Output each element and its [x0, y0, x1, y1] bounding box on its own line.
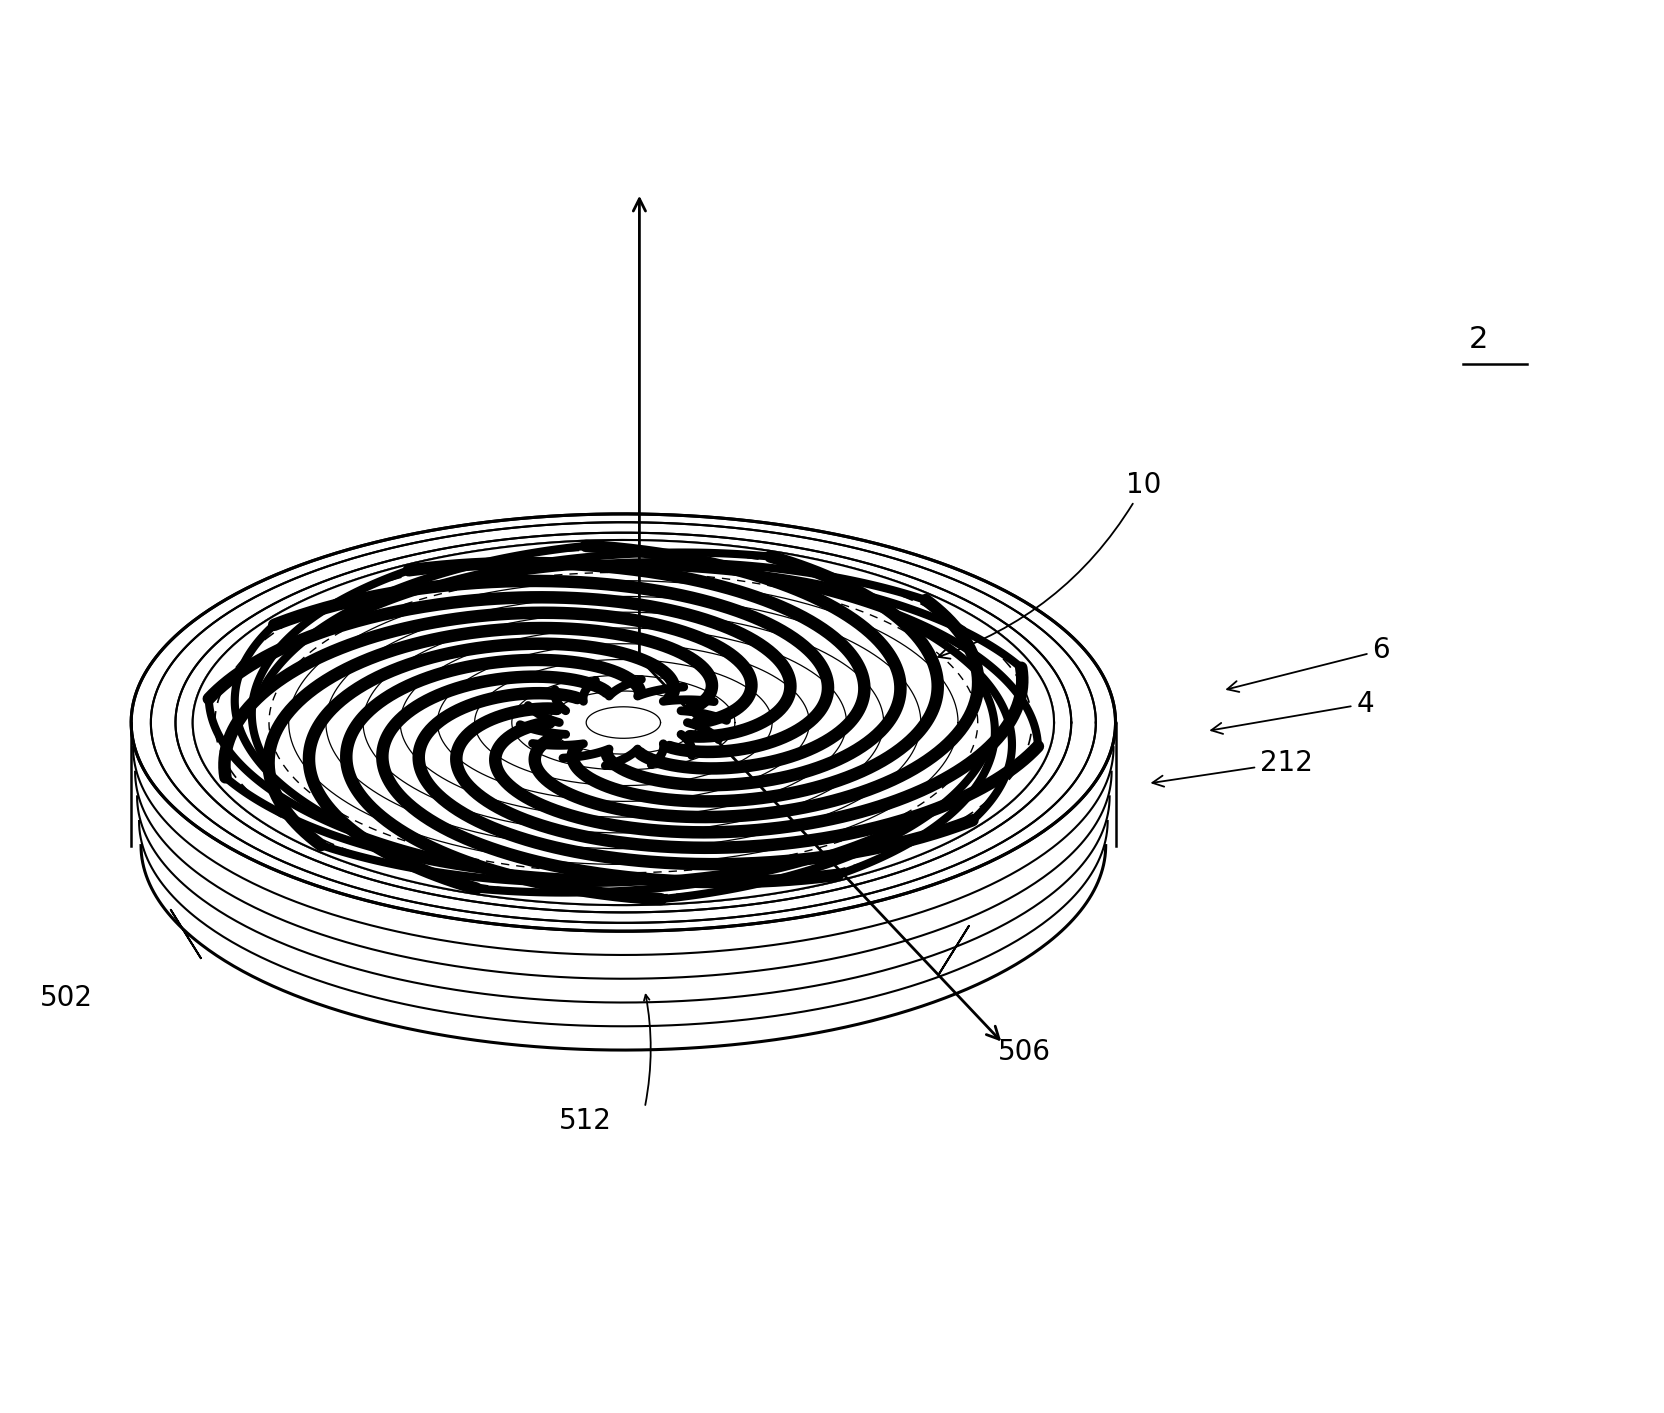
Text: 4: 4	[1211, 690, 1374, 733]
Polygon shape	[131, 514, 1115, 931]
Text: 10: 10	[938, 471, 1161, 658]
Text: 502: 502	[40, 983, 93, 1012]
Polygon shape	[131, 722, 1115, 1054]
Text: 506: 506	[998, 1037, 1052, 1065]
Text: 6: 6	[1226, 636, 1389, 692]
Polygon shape	[193, 540, 1053, 906]
Text: 512: 512	[559, 1108, 612, 1135]
Text: 212: 212	[1153, 749, 1313, 787]
Text: 2: 2	[1469, 325, 1488, 355]
